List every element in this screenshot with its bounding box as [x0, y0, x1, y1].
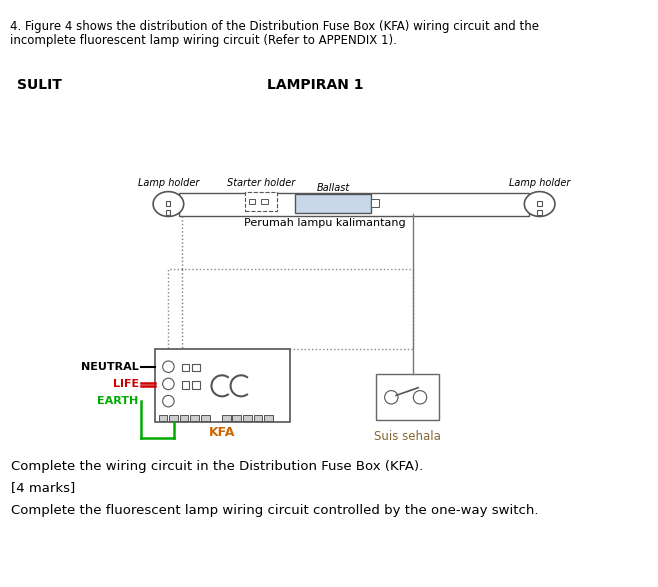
Bar — [182, 364, 190, 372]
Bar — [537, 210, 542, 215]
Bar — [376, 375, 439, 420]
Bar — [222, 414, 230, 421]
Text: Ballast: Ballast — [316, 183, 349, 193]
Text: LAMPIRAN 1: LAMPIRAN 1 — [266, 77, 363, 92]
Text: [4 marks]: [4 marks] — [11, 481, 76, 494]
Bar — [243, 414, 251, 421]
Bar — [537, 201, 542, 206]
Text: Perumah lampu kalimantang: Perumah lampu kalimantang — [244, 218, 405, 228]
Text: LIFE: LIFE — [113, 379, 139, 389]
Bar — [253, 414, 262, 421]
Text: Lamp holder: Lamp holder — [509, 178, 570, 188]
Ellipse shape — [524, 191, 555, 217]
Circle shape — [163, 361, 174, 372]
Bar — [166, 210, 170, 215]
Ellipse shape — [153, 191, 184, 217]
Text: 4. Figure 4 shows the distribution of the Distribution Fuse Box (KFA) wiring cir: 4. Figure 4 shows the distribution of th… — [10, 21, 538, 33]
Bar — [159, 414, 167, 421]
Text: Complete the wiring circuit in the Distribution Fuse Box (KFA).: Complete the wiring circuit in the Distr… — [11, 460, 424, 473]
Bar — [249, 199, 255, 204]
Text: Lamp holder: Lamp holder — [138, 178, 199, 188]
Bar — [371, 199, 379, 207]
Bar — [169, 414, 178, 421]
Text: incomplete fluorescent lamp wiring circuit (Refer to APPENDIX 1).: incomplete fluorescent lamp wiring circu… — [10, 33, 396, 47]
Bar — [168, 269, 413, 349]
Text: Starter holder: Starter holder — [227, 178, 295, 188]
Bar — [190, 414, 199, 421]
Text: Complete the fluorescent lamp wiring circuit controlled by the one-way switch.: Complete the fluorescent lamp wiring cir… — [11, 504, 539, 517]
Text: KFA: KFA — [209, 426, 236, 439]
Bar — [232, 414, 241, 421]
Text: NEUTRAL: NEUTRAL — [81, 362, 139, 372]
Text: SULIT: SULIT — [17, 77, 62, 92]
Text: Suis sehala: Suis sehala — [374, 430, 441, 443]
Bar — [261, 199, 268, 204]
Bar — [295, 194, 371, 212]
Circle shape — [163, 396, 174, 407]
Bar — [192, 381, 200, 389]
Circle shape — [385, 390, 398, 404]
Bar — [201, 414, 209, 421]
Bar — [155, 349, 290, 422]
Bar — [166, 201, 170, 206]
Bar — [264, 414, 272, 421]
Circle shape — [163, 378, 174, 390]
Bar — [245, 191, 278, 211]
Circle shape — [413, 390, 427, 404]
Bar — [180, 414, 188, 421]
Bar — [179, 193, 529, 215]
Bar — [182, 381, 190, 389]
Text: EARTH: EARTH — [97, 396, 139, 406]
Bar — [192, 364, 200, 372]
